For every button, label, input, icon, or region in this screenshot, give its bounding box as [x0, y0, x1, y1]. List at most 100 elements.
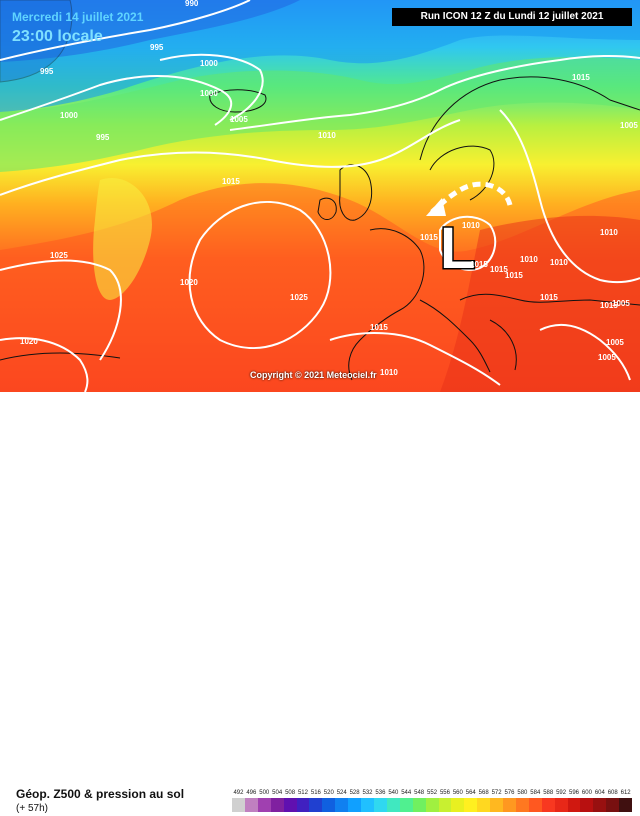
isobar-label: 1010	[318, 131, 336, 140]
scale-swatch	[361, 798, 374, 812]
scale-label: 612	[620, 790, 631, 796]
scale-swatch	[296, 798, 310, 812]
isobar-1010	[229, 54, 640, 131]
isobar-label: 1015	[600, 301, 618, 310]
scale-step: 608	[606, 788, 620, 816]
scale-swatch	[606, 798, 620, 812]
copyright-notice: Copyright © 2021 Meteociel.fr	[250, 370, 377, 380]
isobar-label: 995	[40, 67, 54, 76]
trajectory-arrowhead	[426, 198, 446, 216]
greenland-coast	[0, 0, 73, 83]
scale-step: 492	[232, 788, 245, 816]
scale-swatch	[619, 798, 633, 812]
scale-swatch	[386, 798, 400, 812]
isobar-label: 1000	[60, 111, 78, 120]
scale-swatch	[477, 798, 491, 812]
scale-step: 548	[412, 788, 426, 816]
isobar-1015-south	[329, 332, 501, 386]
scale-label: 524	[336, 790, 347, 796]
legend-title: Géop. Z500 & pression au sol	[16, 787, 185, 801]
scale-swatch	[425, 798, 439, 812]
scale-step: 552	[425, 788, 439, 816]
isobar-labels: 9909959951000995100010001005101010151015…	[20, 0, 638, 377]
isobar-label: 1010	[550, 258, 568, 267]
scale-label: 604	[594, 790, 605, 796]
isobar-1000-b	[159, 53, 264, 121]
scale-label: 532	[362, 790, 373, 796]
scale-step: 556	[438, 788, 452, 816]
scale-swatch	[244, 798, 258, 812]
scale-label: 588	[543, 790, 554, 796]
scale-swatch	[503, 798, 516, 812]
isobar-label: 1010	[462, 221, 480, 230]
model-run-banner: Run ICON 12 Z du Lundi 12 juillet 2021	[392, 8, 632, 26]
scale-swatch	[335, 798, 349, 812]
scale-swatch	[309, 798, 323, 812]
scale-step: 496	[244, 788, 258, 816]
scale-label: 548	[414, 790, 425, 796]
mid-zone	[0, 57, 640, 172]
isobar-label: 1015	[420, 233, 438, 242]
scale-step: 612	[619, 788, 633, 816]
scale-label: 608	[607, 790, 618, 796]
isobar-label: 1005	[612, 299, 630, 308]
isobar-label: 1000	[200, 59, 218, 68]
scale-label: 492	[233, 790, 244, 796]
isobar-1015	[0, 119, 461, 196]
scale-label: 508	[285, 790, 296, 796]
iceland-coast	[209, 89, 267, 113]
scale-label: 600	[581, 790, 592, 796]
isobar-label: 995	[96, 133, 110, 142]
scale-step: 572	[490, 788, 504, 816]
scale-label: 572	[491, 790, 502, 796]
scale-swatch	[283, 798, 297, 812]
scale-step: 604	[593, 788, 607, 816]
isobar-label: 1015	[370, 323, 388, 332]
continental-coast	[348, 228, 640, 381]
isobar-label: 1005	[620, 121, 638, 130]
scale-step: 596	[567, 788, 581, 816]
scale-swatch	[438, 798, 452, 812]
scale-label: 500	[259, 790, 270, 796]
scale-swatch	[541, 798, 555, 812]
scale-label: 536	[375, 790, 386, 796]
scale-label: 568	[478, 790, 489, 796]
isobar-1025	[0, 259, 122, 361]
legend-subtitle: (+ 57h)	[16, 803, 48, 814]
scale-step: 580	[515, 788, 529, 816]
scale-label: 580	[517, 790, 528, 796]
scale-label: 584	[530, 790, 541, 796]
scale-swatch	[554, 798, 568, 812]
scale-step: 528	[348, 788, 362, 816]
isobar-1015-east	[499, 109, 640, 284]
scale-swatch	[348, 798, 362, 812]
scale-step: 540	[386, 788, 400, 816]
scandinavia-coast	[419, 76, 640, 201]
isobar-995	[0, 0, 251, 61]
scale-label: 496	[246, 790, 257, 796]
scale-label: 556	[439, 790, 450, 796]
low-pressure-marker: L	[440, 216, 475, 281]
isobars	[0, 0, 640, 392]
scale-swatch	[270, 798, 284, 812]
scale-label: 560	[452, 790, 463, 796]
scale-label: 576	[504, 790, 515, 796]
scale-step: 588	[541, 788, 555, 816]
isobar-1020-high	[188, 201, 332, 349]
scale-swatch	[567, 798, 581, 812]
color-scale: 492 496 500 504 508 512 516 520 524 528 532 536 540 5…	[232, 788, 633, 816]
scale-label: 552	[427, 790, 438, 796]
map-canvas: L 99099599510009951000100010051010101510…	[0, 0, 640, 392]
isobar-label: 1025	[290, 293, 308, 302]
scale-step: 532	[361, 788, 374, 816]
scale-step: 524	[335, 788, 349, 816]
isobar-1000	[0, 74, 233, 126]
scale-swatch	[451, 798, 465, 812]
scale-swatch	[412, 798, 426, 812]
isobar-label: 1010	[380, 368, 398, 377]
isobar-1020	[0, 337, 89, 392]
forecast-date: Mercredi 14 juillet 2021	[12, 10, 144, 24]
scale-swatch	[580, 798, 594, 812]
scale-step: 516	[309, 788, 323, 816]
